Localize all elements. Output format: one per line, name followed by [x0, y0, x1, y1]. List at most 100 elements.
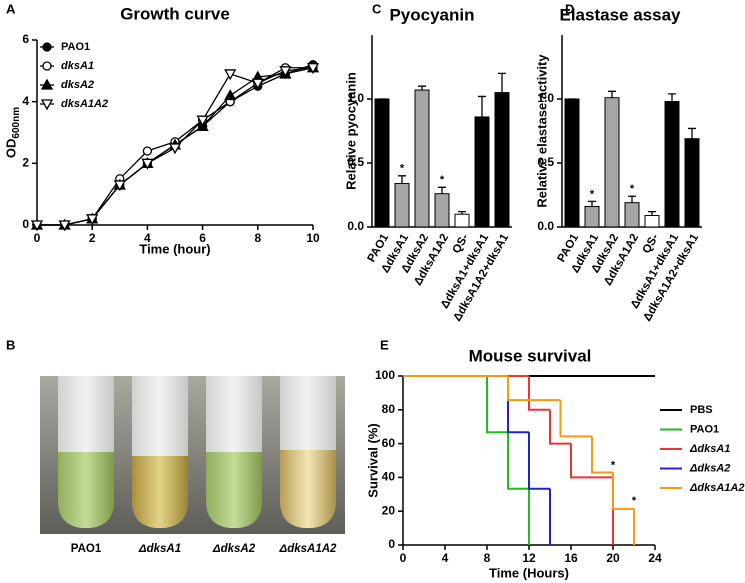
y-tick-label: 100 [375, 368, 395, 382]
error-bar [588, 200, 596, 207]
step-segment [591, 436, 613, 474]
error-bar [608, 90, 616, 98]
marker [141, 158, 154, 170]
annotation: * [400, 163, 405, 175]
x-tick-label: 4 [144, 231, 151, 245]
x-tick-label: 4 [442, 551, 449, 565]
error-bar [688, 127, 696, 139]
chart-title: Elastase assay [560, 5, 682, 24]
legend-label: ΔdksA1A2 [689, 482, 744, 494]
y-tick-label: 0.0 [537, 219, 554, 233]
x-tick-label: 24 [648, 551, 662, 565]
error-bar [648, 210, 656, 216]
legend-marker [42, 42, 52, 52]
marker [30, 220, 44, 232]
y-tick-label: 40 [382, 470, 396, 484]
marker [86, 214, 99, 226]
y-axis-label: Relative elastase activity [534, 54, 549, 208]
legend-label: PBS [690, 404, 713, 416]
bar [394, 182, 410, 228]
x-tick-label: 2 [89, 231, 96, 245]
panel-label: D [565, 1, 574, 16]
y-tick-label: 1.0 [347, 91, 364, 105]
y-tick-label: 60 [382, 436, 396, 450]
annotation: * [440, 174, 445, 186]
step-segment [612, 472, 634, 510]
legend-label: dksA2 [61, 79, 94, 91]
marker [113, 180, 126, 192]
bar [494, 92, 510, 228]
tube [206, 376, 262, 528]
error-bar [478, 95, 486, 117]
step-segment [549, 409, 571, 445]
x-tick-label: 6 [199, 231, 206, 245]
marker [279, 66, 292, 78]
marker [224, 69, 237, 81]
x-axis-label: Time (Hours) [489, 565, 569, 580]
marker [168, 143, 182, 155]
y-tick-label: 0.0 [347, 219, 364, 233]
photo [40, 376, 345, 534]
legend-label: PAO1 [690, 423, 719, 435]
y-tick-label: 1.0 [537, 91, 554, 105]
y-axis-label: OD600nm [3, 107, 21, 158]
annotation: * [611, 459, 616, 471]
bar [454, 213, 470, 228]
photo-label: ΔdksA1 [138, 543, 181, 555]
x-tick-label: 0 [400, 551, 407, 565]
bar [434, 193, 450, 228]
bar [604, 97, 620, 228]
error-bar [438, 186, 446, 194]
legend-label: dksA1A2 [61, 98, 108, 110]
bar [644, 214, 660, 228]
step-segment [528, 376, 550, 411]
photo-label: ΔdksA1A2 [279, 543, 338, 555]
x-tick-label: 8 [254, 231, 261, 245]
photo-label: PAO1 [71, 543, 102, 555]
error-bar [418, 85, 426, 91]
step-segment [559, 400, 592, 438]
step-segment [570, 443, 613, 479]
marker [58, 220, 71, 232]
y-tick-label: 2 [22, 156, 29, 170]
annotation: * [632, 495, 637, 507]
bar [584, 206, 600, 228]
legend-label: dksA1 [61, 60, 94, 72]
chart-title: Pyocyanin [389, 5, 474, 24]
annotation: * [590, 188, 595, 200]
annotation: * [630, 183, 635, 195]
chart-title: Growth curve [120, 4, 230, 23]
legend-marker [40, 99, 54, 111]
step-segment [528, 432, 550, 490]
marker [306, 63, 320, 75]
y-tick-label: 0.5 [347, 155, 364, 169]
x-axis-label: Time (hour) [139, 241, 210, 256]
step-segment [507, 376, 561, 402]
panel-label: E [380, 337, 389, 352]
panel-label: B [6, 337, 15, 352]
marker [251, 78, 264, 90]
tube [58, 376, 114, 528]
panel-label: A [6, 1, 16, 16]
step-segment [507, 376, 529, 434]
y-tick-label: 80 [382, 402, 396, 416]
chart-title: Mouse survival [469, 346, 592, 365]
bar [564, 98, 580, 228]
marker [142, 146, 153, 156]
bar [374, 98, 390, 228]
y-tick-label: 0.5 [537, 155, 554, 169]
legend-label: ΔdksA1 [689, 443, 730, 455]
y-axis-label: Relative pyocyanin [343, 72, 358, 190]
step-segment [486, 376, 508, 434]
photo-label: ΔdksA2 [212, 543, 256, 555]
x-tick-label: 8 [484, 551, 491, 565]
error-bar [398, 175, 406, 184]
panel-label: C [372, 1, 382, 16]
legend-marker [40, 78, 54, 90]
y-tick-label: 4 [22, 94, 29, 108]
legend-label: PAO1 [61, 41, 90, 53]
bar [624, 202, 640, 228]
error-bar [628, 195, 636, 203]
y-tick-label: 0 [22, 217, 29, 231]
marker [224, 89, 237, 101]
